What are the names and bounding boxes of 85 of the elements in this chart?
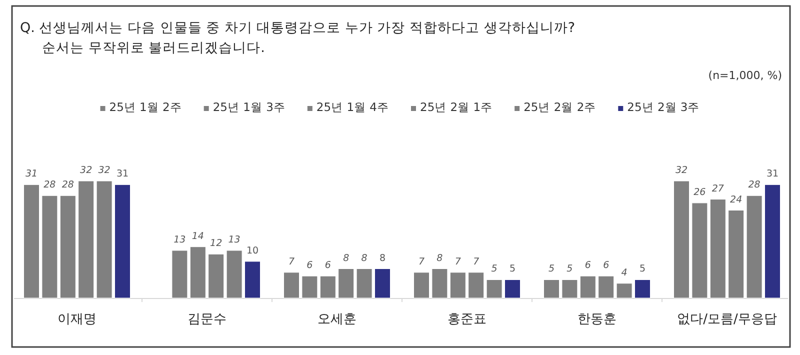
bar <box>226 250 242 298</box>
bar <box>114 184 130 298</box>
data-label: 13 <box>174 234 186 246</box>
bar <box>24 184 40 298</box>
data-label: 5 <box>566 264 573 275</box>
bar <box>562 279 578 298</box>
data-label: 8 <box>343 252 350 264</box>
bar <box>320 276 336 298</box>
data-label: 6 <box>306 260 313 272</box>
data-label: 6 <box>584 260 591 272</box>
data-label: 6 <box>324 260 331 272</box>
data-label: 31 <box>25 168 38 180</box>
data-label: 28 <box>44 180 56 191</box>
data-label: 13 <box>228 234 240 246</box>
x-tick-label: 한동훈 <box>578 312 616 327</box>
data-label: 7 <box>288 256 295 268</box>
bar <box>674 180 690 298</box>
data-label: 32 <box>80 165 92 176</box>
data-label: 8 <box>379 252 386 264</box>
legend-label: 25년 2월 1주 <box>420 100 493 114</box>
bar <box>486 279 502 298</box>
bar <box>78 180 94 298</box>
data-label: 5 <box>639 264 646 275</box>
data-label: 6 <box>603 260 610 272</box>
data-label: 12 <box>210 238 222 250</box>
bar <box>746 195 762 298</box>
data-label: 7 <box>418 256 425 268</box>
bar <box>302 276 318 298</box>
data-label: 26 <box>694 186 706 198</box>
bar <box>764 184 780 298</box>
bar <box>728 210 744 298</box>
data-label: 28 <box>748 180 760 191</box>
text: (n=1,000, %) <box>708 69 782 82</box>
bar <box>208 254 224 298</box>
bar <box>96 180 112 298</box>
x-tick-label: 없다/모름/무응답 <box>677 312 777 327</box>
chart-subtitle: 순서는 무작위로 불러드리겠습니다. <box>42 40 265 56</box>
data-label: 31 <box>116 168 129 180</box>
bar <box>692 202 708 298</box>
legend-label: 25년 1월 3주 <box>212 100 286 114</box>
legend-label: 25년 2월 2주 <box>524 100 596 114</box>
x-tick-label: 오세훈 <box>318 312 356 327</box>
x-tick-label: 홍준표 <box>448 312 486 327</box>
data-label: 14 <box>192 230 204 242</box>
chart-title: Q. 선생님께서는 다음 인물들 중 차기 대통령감으로 누가 가장 적합하다고 생각하십니까? <box>20 20 575 36</box>
data-label: 10 <box>246 245 259 256</box>
legend-label: 25년 1월 2주 <box>109 100 182 114</box>
bar <box>598 276 614 298</box>
bar <box>432 268 448 298</box>
bar <box>616 283 632 298</box>
bar <box>338 268 354 298</box>
bar <box>634 279 650 298</box>
bar <box>60 195 76 298</box>
bar <box>356 268 372 298</box>
data-label: 5 <box>548 264 555 275</box>
data-label: 27 <box>712 183 724 194</box>
bar <box>710 199 726 298</box>
bar <box>504 279 520 298</box>
bar <box>450 272 466 298</box>
bar <box>468 272 484 298</box>
data-label: 31 <box>766 168 779 180</box>
x-tick-label: 이재명 <box>58 312 96 327</box>
bar <box>244 261 260 298</box>
data-label: 8 <box>436 252 443 264</box>
data-label: 5 <box>491 264 498 275</box>
bar <box>284 272 300 298</box>
data-label: 32 <box>98 165 110 176</box>
legend-label: 25년 2월 3주 <box>627 100 700 114</box>
bar <box>544 279 560 298</box>
bar <box>580 276 596 298</box>
data-label: 4 <box>621 267 628 278</box>
data-label: 8 <box>361 252 368 264</box>
bar <box>172 250 188 298</box>
bar <box>42 195 58 298</box>
data-label: 32 <box>675 165 688 176</box>
bar <box>190 246 206 298</box>
bar <box>414 272 430 298</box>
data-label: 7 <box>454 256 461 268</box>
data-label: 28 <box>62 180 74 191</box>
bar <box>374 268 390 298</box>
data-label: 24 <box>730 194 742 206</box>
x-tick-label: 김문수 <box>188 312 226 327</box>
data-label: 7 <box>473 256 480 268</box>
data-label: 5 <box>509 264 516 275</box>
legend-label: 25년 1월 4주 <box>316 100 389 114</box>
